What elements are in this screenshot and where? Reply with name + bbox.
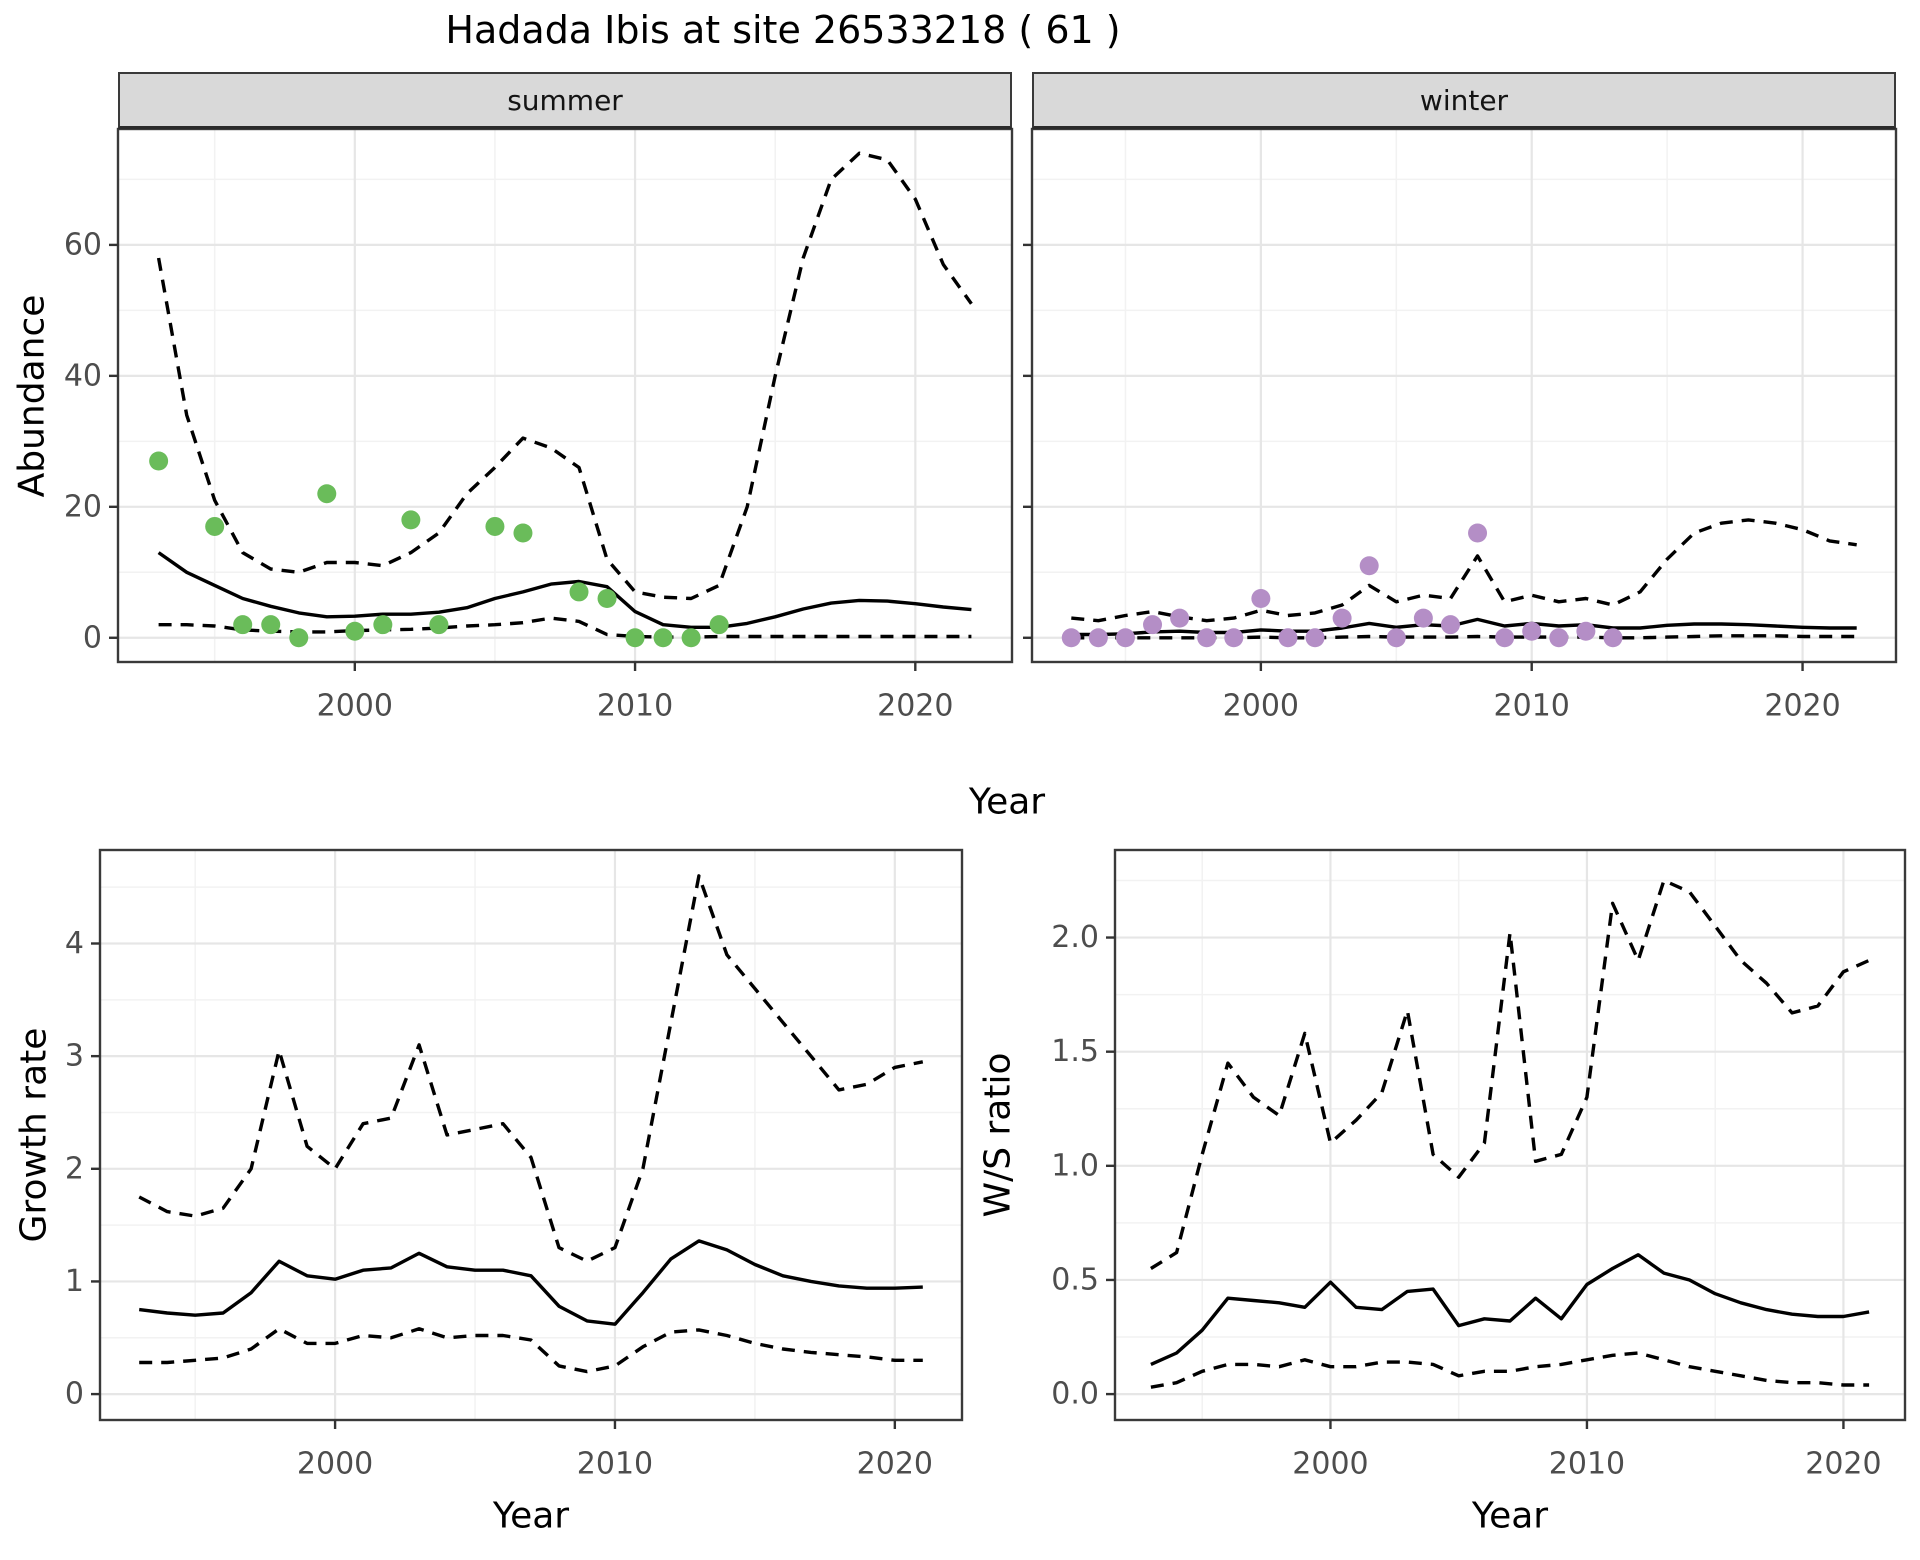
data-point-summer bbox=[345, 621, 365, 641]
x-tick-label: 2020 bbox=[1764, 689, 1840, 724]
data-point-winter bbox=[1359, 556, 1379, 576]
abundance-axis-title: Abundance bbox=[11, 294, 53, 498]
data-point-winter bbox=[1468, 523, 1488, 543]
y-tick-label: 20 bbox=[64, 489, 102, 524]
data-point-winter bbox=[1386, 628, 1406, 648]
series-line-upper_ci bbox=[1071, 518, 1857, 623]
x-tick-label: 2000 bbox=[1223, 689, 1299, 724]
data-point-summer bbox=[485, 516, 505, 536]
data-point-summer bbox=[513, 523, 533, 543]
data-point-summer bbox=[429, 615, 449, 635]
panel-border bbox=[1113, 848, 1907, 1422]
data-point-winter bbox=[1143, 615, 1163, 635]
y-tick-label: 40 bbox=[64, 358, 102, 393]
panel-border bbox=[116, 127, 1014, 664]
y-tick-label: 60 bbox=[64, 227, 102, 262]
data-point-summer bbox=[261, 615, 281, 635]
facet-strip-summer: summer bbox=[118, 72, 1012, 129]
y-tick-label: 1.0 bbox=[1051, 1148, 1099, 1183]
y-tick-label: 0 bbox=[83, 620, 102, 655]
figure-title: Hadada Ibis at site 26533218 ( 61 ) bbox=[445, 8, 1121, 52]
data-point-winter bbox=[1088, 628, 1108, 648]
x-tick-label: 2000 bbox=[297, 1447, 373, 1482]
x-tick-label: 2020 bbox=[877, 689, 953, 724]
data-point-winter bbox=[1224, 628, 1244, 648]
y-tick-label: 0.5 bbox=[1051, 1262, 1099, 1297]
panel-border bbox=[1030, 127, 1898, 664]
series-line-upper_ci bbox=[138, 874, 924, 1263]
data-point-summer bbox=[653, 628, 673, 648]
x-tick-label: 2010 bbox=[1494, 689, 1570, 724]
y-tick-label: 1.5 bbox=[1051, 1034, 1099, 1069]
y-tick-label: 2.0 bbox=[1051, 920, 1099, 955]
data-point-winter bbox=[1440, 615, 1460, 635]
data-point-winter bbox=[1278, 628, 1298, 648]
panel-background bbox=[100, 850, 962, 1420]
series-line-fit bbox=[157, 551, 972, 629]
bottom-right-year-axis-title: Year bbox=[1471, 1495, 1549, 1537]
y-tick-label: 2 bbox=[65, 1151, 84, 1186]
y-tick-label: 4 bbox=[65, 926, 84, 961]
series-line-upper_ci bbox=[1150, 878, 1870, 1270]
facet-label-summer: summer bbox=[507, 83, 623, 117]
data-point-winter bbox=[1495, 628, 1515, 648]
top-year-axis-title: Year bbox=[968, 781, 1046, 823]
series-line-upper_ci bbox=[156, 151, 973, 601]
data-point-winter bbox=[1061, 628, 1081, 648]
data-point-winter bbox=[1603, 628, 1623, 648]
series-line-fit bbox=[1150, 1253, 1870, 1366]
panel-border bbox=[98, 848, 964, 1422]
facet-strip-winter: winter bbox=[1032, 72, 1896, 129]
data-point-summer bbox=[597, 588, 617, 608]
bottom-left-year-axis-title: Year bbox=[492, 1495, 570, 1537]
data-point-summer bbox=[289, 628, 309, 648]
ws-ratio-axis-title: W/S ratio bbox=[977, 1052, 1019, 1218]
data-point-winter bbox=[1170, 608, 1190, 628]
y-tick-label: 0 bbox=[65, 1377, 84, 1412]
x-tick-label: 2010 bbox=[597, 689, 673, 724]
panel-background bbox=[118, 129, 1012, 662]
data-point-winter bbox=[1413, 608, 1433, 628]
x-tick-label: 2020 bbox=[857, 1447, 933, 1482]
data-point-winter bbox=[1522, 621, 1542, 641]
data-point-winter bbox=[1549, 628, 1569, 648]
data-point-summer bbox=[149, 451, 169, 471]
data-point-summer bbox=[681, 628, 701, 648]
data-point-winter bbox=[1251, 588, 1271, 608]
y-tick-label: 0.0 bbox=[1051, 1377, 1099, 1412]
data-point-summer bbox=[233, 615, 253, 635]
series-line-lower_ci bbox=[139, 1327, 923, 1374]
panel-background bbox=[1032, 129, 1896, 662]
data-point-summer bbox=[205, 516, 225, 536]
x-tick-label: 2000 bbox=[317, 689, 393, 724]
data-point-summer bbox=[625, 628, 645, 648]
data-point-winter bbox=[1305, 628, 1325, 648]
x-tick-label: 2010 bbox=[1549, 1447, 1625, 1482]
data-point-winter bbox=[1576, 621, 1596, 641]
data-point-summer bbox=[317, 484, 337, 504]
data-point-summer bbox=[569, 582, 589, 602]
y-tick-label: 3 bbox=[65, 1039, 84, 1074]
data-point-winter bbox=[1115, 628, 1135, 648]
data-point-summer bbox=[709, 615, 729, 635]
x-tick-label: 2000 bbox=[1292, 1447, 1368, 1482]
data-point-winter bbox=[1197, 628, 1217, 648]
x-tick-label: 2020 bbox=[1805, 1447, 1881, 1482]
x-tick-label: 2010 bbox=[577, 1447, 653, 1482]
series-line-fit bbox=[138, 1239, 923, 1326]
facet-label-winter: winter bbox=[1419, 83, 1509, 117]
data-point-summer bbox=[373, 615, 393, 635]
data-point-winter bbox=[1332, 608, 1352, 628]
y-tick-label: 1 bbox=[65, 1264, 84, 1299]
growth-rate-axis-title: Growth rate bbox=[13, 1027, 55, 1243]
data-point-summer bbox=[401, 510, 421, 530]
